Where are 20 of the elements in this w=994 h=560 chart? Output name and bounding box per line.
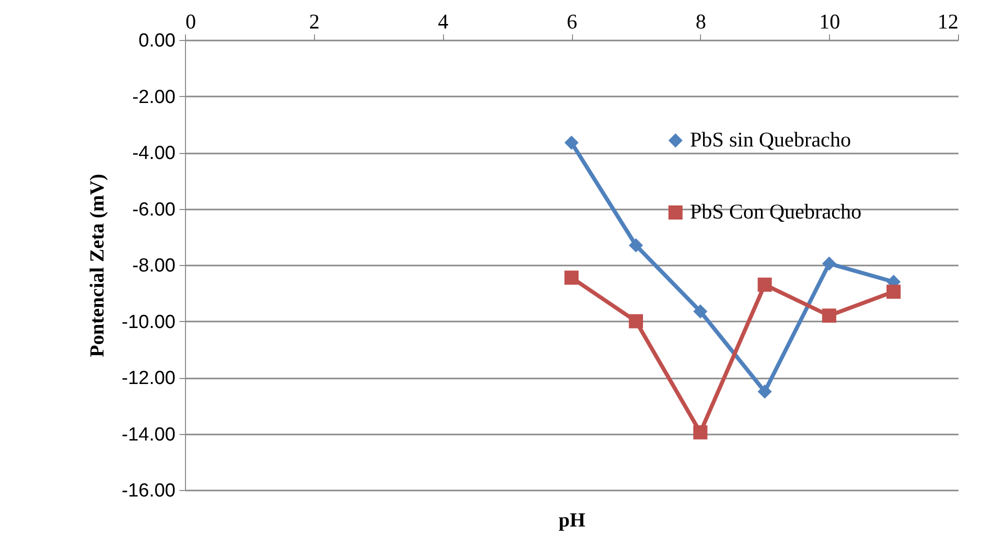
y-tick-label: -14.00 — [122, 424, 176, 446]
legend-label: PbS Con Quebracho — [690, 200, 862, 224]
y-tick-label: -16.00 — [122, 480, 176, 502]
x-tick-label: 4 — [438, 10, 449, 34]
y-tick-label: -6.00 — [132, 199, 176, 220]
x-tick-label: 10 — [819, 10, 840, 34]
x-tick-label: 12 — [938, 10, 958, 34]
y-tick-label: 0.00 — [138, 30, 176, 52]
y-tick-label: -8.00 — [132, 256, 176, 276]
y-tick-label: -10.00 — [122, 312, 176, 333]
x-tick-label: 8 — [696, 10, 706, 34]
x-tick-label: 2 — [309, 10, 320, 34]
y-tick-label: -2.00 — [132, 86, 176, 108]
legend-label: PbS sin Quebracho — [690, 128, 851, 152]
y-axis-title: Pontencial Zeta (mV) — [86, 174, 109, 358]
y-tick-label: -12.00 — [122, 368, 176, 389]
x-tick-label: 6 — [566, 10, 578, 34]
x-tick-label: 0 — [186, 10, 196, 34]
y-tick-label: -4.00 — [132, 143, 176, 164]
x-axis-title: pH — [558, 510, 586, 532]
